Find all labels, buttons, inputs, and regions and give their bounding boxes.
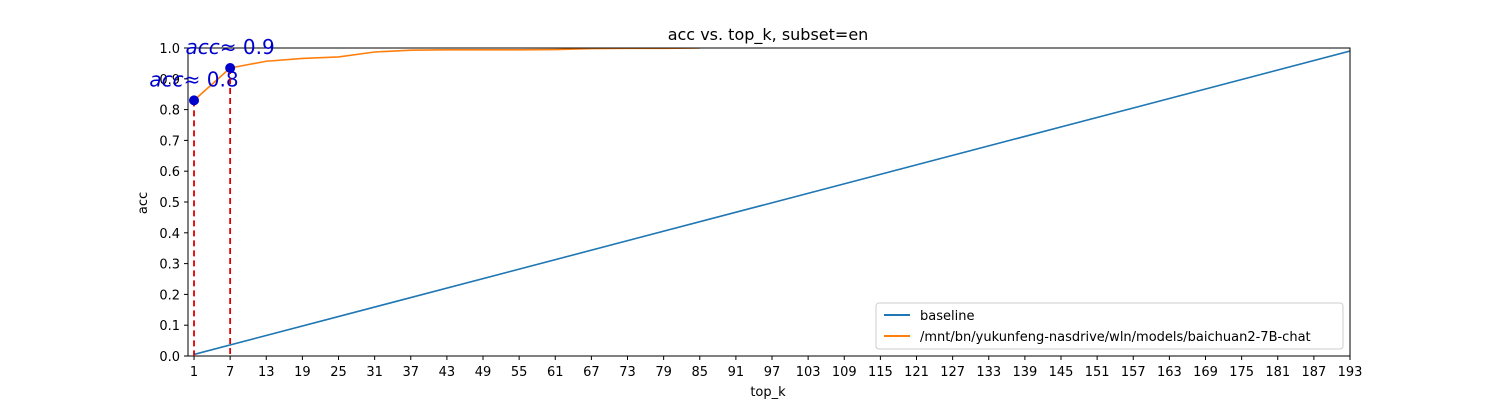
x-tick-label: 187 bbox=[1301, 365, 1326, 380]
x-tick-label: 121 bbox=[904, 365, 929, 380]
x-tick-label: 67 bbox=[583, 365, 600, 380]
y-tick-label: 0.9 bbox=[159, 73, 180, 88]
x-tick-label: 91 bbox=[728, 365, 745, 380]
x-tick-label: 103 bbox=[796, 365, 821, 380]
legend-label-baseline: baseline bbox=[920, 309, 974, 324]
y-tick-label: 0.1 bbox=[159, 319, 180, 334]
x-tick-label: 175 bbox=[1229, 365, 1254, 380]
y-tick-label: 0.4 bbox=[159, 227, 180, 242]
x-tick-label: 7 bbox=[226, 365, 234, 380]
x-tick-label: 139 bbox=[1012, 365, 1037, 380]
y-tick-label: 0.8 bbox=[159, 104, 180, 119]
x-tick-label: 37 bbox=[402, 365, 419, 380]
x-tick-label: 145 bbox=[1049, 365, 1074, 380]
legend: baseline /mnt/bn/yukunfeng-nasdrive/wln/… bbox=[875, 302, 1344, 350]
legend-label-baichuan2-7b-chat: /mnt/bn/yukunfeng-nasdrive/wln/models/ba… bbox=[920, 330, 1311, 345]
x-tick-label: 1 bbox=[190, 365, 198, 380]
series-line-baseline bbox=[193, 50, 1350, 356]
marker-point bbox=[189, 95, 200, 106]
marker-annotation: acc≈ 0.9 bbox=[186, 35, 275, 59]
x-tick-label: 13 bbox=[258, 365, 275, 380]
x-axis-label: top_k bbox=[750, 385, 786, 400]
x-tick-label: 49 bbox=[475, 365, 492, 380]
x-tick-label: 97 bbox=[764, 365, 781, 380]
x-tick-label: 61 bbox=[547, 365, 564, 380]
y-tick-label: 1.0 bbox=[159, 42, 180, 57]
marker-annotation: acc≈ 0.8 bbox=[149, 67, 238, 91]
x-tick-label: 25 bbox=[330, 365, 347, 380]
marker-annotations: acc≈ 0.8 acc≈ 0.9 bbox=[149, 35, 275, 356]
x-tick-label: 19 bbox=[294, 365, 311, 380]
y-tick-label: 0.2 bbox=[159, 288, 180, 303]
x-tick-label: 109 bbox=[832, 365, 857, 380]
y-tick-label: 0.5 bbox=[159, 196, 180, 211]
legend-box bbox=[875, 302, 1344, 350]
x-tick-label: 193 bbox=[1338, 365, 1363, 380]
y-tick-label: 0.0 bbox=[159, 350, 180, 365]
x-tick-label: 133 bbox=[976, 365, 1001, 380]
y-axis-label: acc bbox=[136, 192, 151, 214]
x-axis-ticks: 1 7 13 19 25 31 37 43 49 55 61 67 73 79 85 91 97 103 109 11… bbox=[190, 356, 1363, 380]
chart-title: acc vs. top_k, subset=en bbox=[668, 25, 869, 45]
x-tick-label: 151 bbox=[1085, 365, 1110, 380]
x-tick-label: 55 bbox=[511, 365, 528, 380]
x-tick-label: 115 bbox=[868, 365, 893, 380]
marker-point bbox=[225, 63, 236, 74]
x-tick-label: 73 bbox=[619, 365, 636, 380]
y-axis-ticks: 0.0 0.1 0.2 0.3 0.4 0.5 0.6 0.7 0.8 0.9 1.0 bbox=[159, 42, 188, 365]
x-tick-label: 157 bbox=[1121, 365, 1146, 380]
x-tick-label: 43 bbox=[439, 365, 456, 380]
x-tick-label: 79 bbox=[655, 365, 672, 380]
y-tick-label: 0.6 bbox=[159, 165, 180, 180]
x-tick-label: 85 bbox=[691, 365, 708, 380]
y-tick-label: 0.7 bbox=[159, 134, 180, 149]
y-tick-label: 0.3 bbox=[159, 258, 180, 273]
x-tick-label: 163 bbox=[1157, 365, 1182, 380]
x-tick-label: 31 bbox=[366, 365, 383, 380]
x-tick-label: 181 bbox=[1265, 365, 1290, 380]
x-tick-label: 127 bbox=[940, 365, 965, 380]
x-tick-label: 169 bbox=[1193, 365, 1218, 380]
